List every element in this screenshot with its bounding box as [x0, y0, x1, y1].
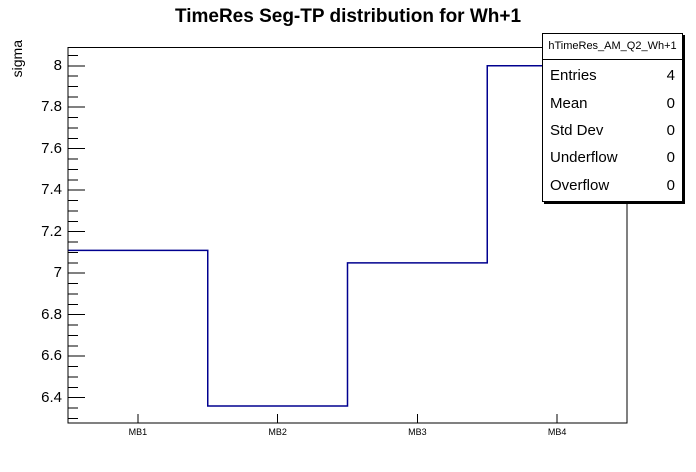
y-axis-tick-label: 7 — [53, 264, 62, 282]
stats-row-underflow: Underflow 0 — [543, 144, 682, 171]
x-axis-category-label: MB3 — [408, 427, 427, 437]
chart-title: TimeRes Seg-TP distribution for Wh+1 — [174, 6, 522, 27]
stats-row-mean: Mean 0 — [543, 89, 682, 116]
stat-label: Underflow — [550, 149, 618, 167]
stat-value: 0 — [666, 122, 675, 140]
stat-label: Std Dev — [550, 122, 604, 140]
y-axis-tick-label: 7.6 — [41, 139, 62, 157]
stat-label: Overflow — [550, 176, 610, 194]
y-axis-tick-label: 8 — [53, 56, 62, 74]
stats-row-entries: Entries 4 — [543, 62, 682, 89]
y-axis-tick-label: 7.2 — [41, 222, 62, 240]
y-axis-tick-label: 6.8 — [41, 305, 62, 323]
x-axis-category-label: MB4 — [547, 427, 567, 437]
x-axis-category-label: MB1 — [128, 427, 148, 437]
stats-row-stddev: Std Dev 0 — [543, 117, 682, 144]
y-axis-tick-label: 6.4 — [41, 388, 62, 406]
stat-value: 0 — [666, 149, 675, 167]
stat-value: 0 — [666, 176, 675, 194]
stat-value: 0 — [666, 94, 675, 112]
x-axis-category-label: MB2 — [268, 427, 287, 437]
y-axis-tick-label: 6.6 — [41, 347, 62, 365]
stats-rows: Entries 4 Mean 0 Std Dev 0 Underflow 0 O… — [543, 60, 682, 201]
histogram-step-line — [68, 65, 627, 407]
y-axis-tick-label: 7.4 — [41, 181, 62, 199]
y-axis-tick-label: 7.8 — [41, 98, 62, 116]
plot-frame — [67, 47, 628, 424]
stats-row-overflow: Overflow 0 — [543, 172, 682, 199]
stat-label: Mean — [550, 94, 588, 112]
stats-box: hTimeRes_AM_Q2_Wh+1 Entries 4 Mean 0 Std… — [542, 33, 683, 202]
stat-label: Entries — [550, 67, 597, 85]
stat-value: 4 — [666, 67, 675, 85]
stats-box-title: hTimeRes_AM_Q2_Wh+1 — [543, 34, 682, 60]
